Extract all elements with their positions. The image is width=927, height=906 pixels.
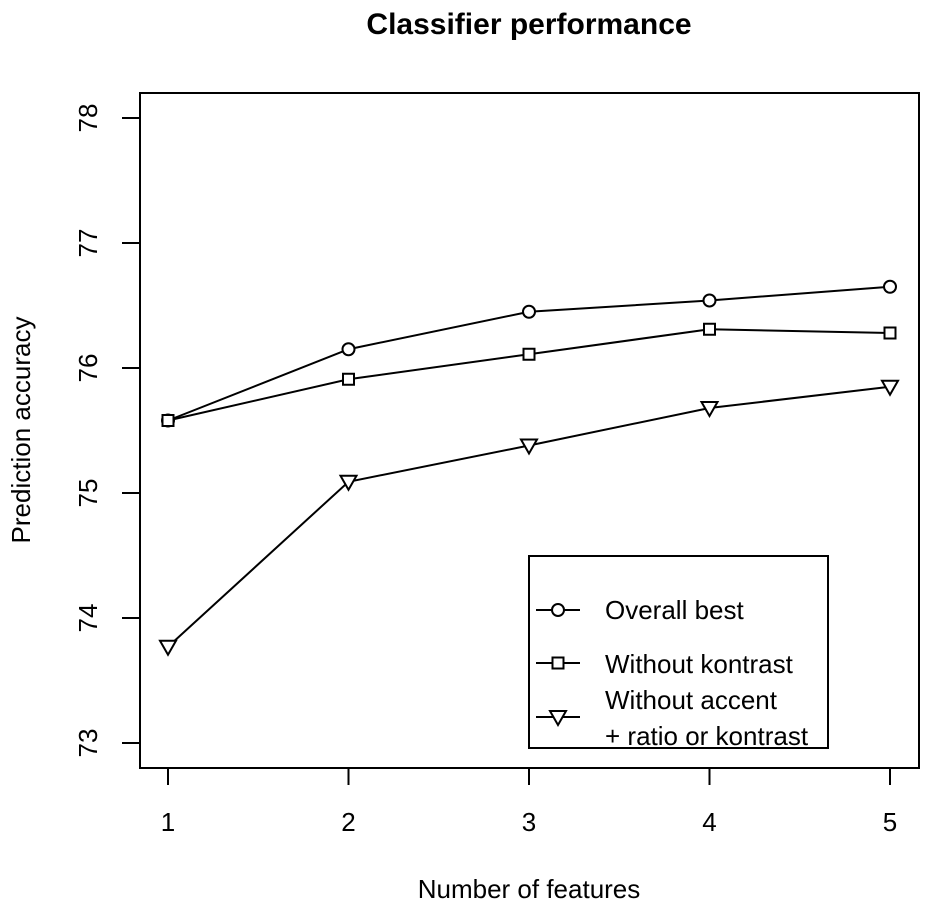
legend-marker-3 [548, 710, 568, 728]
x-tick-label-5: 5 [883, 807, 897, 837]
series-2-point-1 [161, 414, 175, 427]
series-2-point-3 [522, 347, 536, 361]
legend-label-3-line-1: Without accent [605, 685, 778, 715]
chart-title: Classifier performance [366, 8, 691, 41]
series-1-point-5 [883, 279, 897, 294]
x-tick-label-4: 4 [702, 807, 716, 837]
series-1-point-2 [341, 342, 356, 357]
legend-label-3-line-2: + ratio or kontrast [605, 721, 809, 751]
legend-label-1: Overall best [605, 595, 744, 625]
series-layer [158, 279, 900, 657]
y-axis: 73 74 75 76 77 78 [73, 104, 141, 758]
x-axis-label: Number of features [418, 874, 641, 904]
y-tick-label-73: 73 [73, 729, 103, 758]
y-axis-label: Prediction accuracy [6, 317, 36, 544]
x-tick-label-1: 1 [161, 807, 175, 837]
series-2-point-4 [703, 322, 716, 336]
y-tick-label-76: 76 [73, 354, 103, 383]
series-2-point-2 [342, 372, 355, 386]
legend: Overall best Without kontrast Without acce… [528, 555, 829, 751]
y-tick-label-75: 75 [73, 479, 103, 508]
series-3-point-5 [880, 379, 900, 397]
legend-marker-1 [551, 603, 565, 617]
series-3-point-1 [158, 639, 178, 657]
x-tick-label-2: 2 [341, 807, 355, 837]
series-3 [158, 379, 900, 657]
x-tick-label-3: 3 [522, 807, 536, 837]
series-1-point-4 [702, 293, 717, 308]
series-3-point-3 [519, 438, 539, 456]
x-axis: 1 2 3 4 5 [161, 767, 897, 837]
series-1-point-3 [522, 304, 536, 319]
series-3-point-2 [338, 474, 359, 492]
legend-label-2: Without kontrast [605, 649, 794, 679]
legend-marker-2 [551, 656, 565, 670]
series-2-point-5 [883, 326, 897, 340]
series-2-line [167, 328, 891, 422]
y-tick-label-77: 77 [73, 229, 103, 258]
series-3-point-4 [699, 401, 720, 419]
series-2 [161, 322, 897, 427]
y-tick-label-74: 74 [73, 604, 103, 633]
y-tick-label-78: 78 [73, 104, 103, 133]
